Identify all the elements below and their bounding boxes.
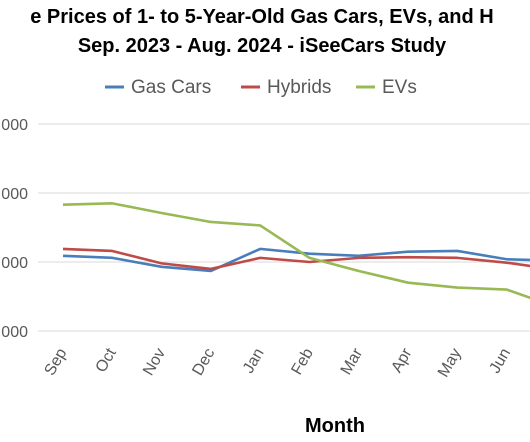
legend-label: Hybrids [267, 77, 331, 98]
legend-item-hybrids: Hybrids [241, 77, 331, 98]
series-lines [62, 202, 530, 300]
x-tick-label-dec: Dec [189, 346, 218, 379]
y-tick-label: 000 [1, 324, 28, 341]
chart-title-line-2: Sep. 2023 - Aug. 2024 - iSeeCars Study [78, 35, 447, 57]
y-tick-label: 000 [1, 255, 28, 272]
gridlines [38, 123, 530, 332]
y-tick-label: 000 [1, 186, 28, 203]
x-tick-label-nov: Nov [140, 346, 169, 379]
x-axis-title: Month [305, 415, 365, 437]
chart-legend: Gas Cars Hybrids EVs [105, 77, 417, 98]
y-tick-label: 000 [1, 117, 28, 134]
x-tick-label-mar: Mar [338, 345, 367, 378]
legend-item-gas-cars: Gas Cars [105, 77, 211, 98]
x-tick-labels: SepOctNovDecJanFebMarAprMayJunJul [42, 345, 515, 381]
legend-item-evs: EVs [356, 77, 417, 98]
x-tick-label-jan: Jan [240, 346, 268, 377]
legend-label: Gas Cars [131, 77, 211, 98]
x-tick-label-may: May [435, 346, 465, 381]
x-tick-label-oct: Oct [93, 345, 120, 376]
legend-label: EVs [382, 77, 417, 98]
x-tick-label-apr: Apr [388, 345, 416, 376]
x-tick-label-feb: Feb [288, 345, 317, 377]
x-tick-label-sep: Sep [42, 345, 71, 378]
y-tick-labels: 000 000 000 000 [1, 117, 28, 341]
chart-title-line-1: e Prices of 1- to 5-Year-Old Gas Cars, E… [30, 6, 494, 28]
x-tick-label-jun: Jun [487, 346, 515, 377]
